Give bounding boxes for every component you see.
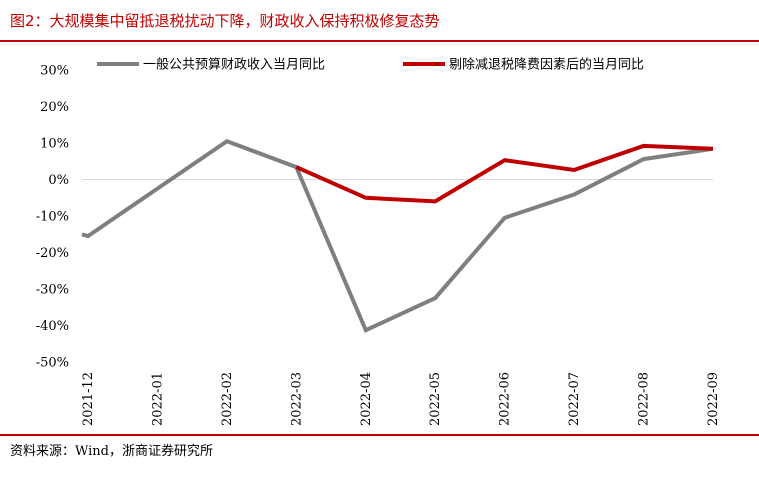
y-tick-label: 10% — [40, 137, 69, 152]
y-tick-label: -50% — [36, 356, 69, 371]
series-line-adjusted-revenue — [295, 143, 714, 204]
y-tick-label: 0% — [48, 173, 69, 188]
x-tick-label: 2022-09 — [706, 372, 721, 426]
x-tick-label: 2022-05 — [428, 372, 443, 426]
x-tick-label: 2022-02 — [220, 372, 235, 426]
x-tick-label: 2022-07 — [567, 372, 582, 426]
y-tick-label: 30% — [40, 64, 69, 79]
page-title: 图2：大规模集中留抵退税扰动下降，财政收入保持积极修复态势 — [10, 12, 440, 30]
y-tick-label: -40% — [36, 319, 69, 334]
y-tick-label: -30% — [36, 283, 69, 298]
x-tick-label: 2022-04 — [359, 372, 374, 426]
legend-label: 剔除减退税降费因素后的当月同比 — [449, 57, 644, 73]
x-tick-label: 2022-01 — [150, 372, 165, 426]
x-tick-label: 2022-06 — [498, 372, 513, 426]
series-line-total-revenue — [81, 138, 714, 333]
line-chart: 一般公共预算财政收入当月同比 剔除减退税降费因素后的当月同比 30% 20% 10% 0… — [36, 57, 721, 427]
x-tick-label: 2022-03 — [289, 372, 304, 426]
y-tick-label: -10% — [36, 210, 69, 225]
source-note: 资料来源：Wind，浙商证券研究所 — [10, 444, 213, 459]
x-axis: 2021-12 2022-01 2022-02 2022-03 2022-04 2022-… — [81, 372, 721, 426]
bottom-divider — [0, 434, 759, 436]
x-tick-label: 2021-12 — [81, 372, 96, 426]
title-bar: 图2：大规模集中留抵退税扰动下降，财政收入保持积极修复态势 — [0, 0, 759, 40]
chart-area: 一般公共预算财政收入当月同比 剔除减退税降费因素后的当月同比 30% 20% 10% 0… — [0, 42, 759, 434]
x-tick-label: 2022-08 — [637, 372, 652, 426]
legend-label: 一般公共预算财政收入当月同比 — [143, 57, 325, 73]
y-tick-label: -20% — [36, 246, 69, 261]
legend: 一般公共预算财政收入当月同比 剔除减退税降费因素后的当月同比 — [97, 57, 644, 73]
series-group — [81, 138, 714, 333]
y-tick-label: 20% — [40, 100, 69, 115]
title-divider — [0, 40, 759, 42]
